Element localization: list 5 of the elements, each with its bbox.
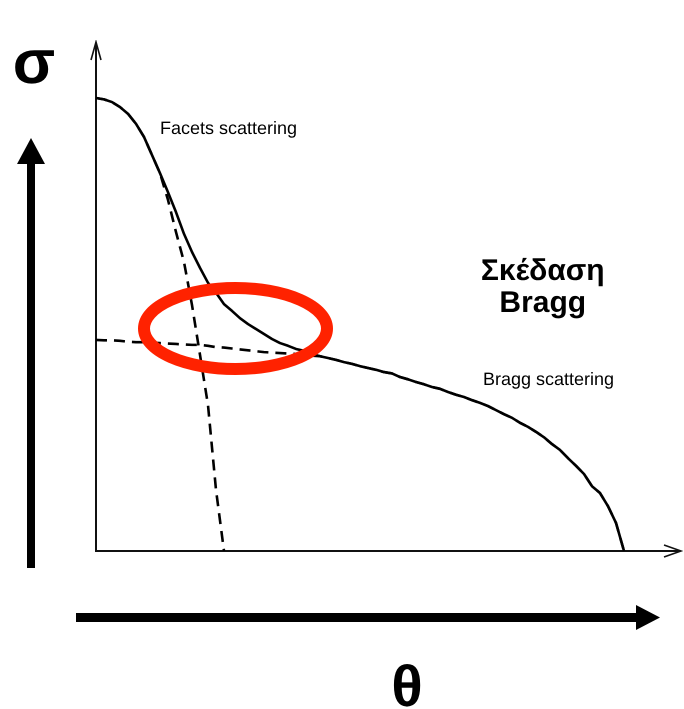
series-label: Bragg scattering	[483, 368, 614, 389]
series-label: Facets scattering	[160, 118, 298, 138]
x-axis-title: θ	[391, 654, 423, 709]
annotation: Σκέδαση Bragg	[480, 254, 605, 320]
y-axis-title: σ	[12, 28, 56, 97]
